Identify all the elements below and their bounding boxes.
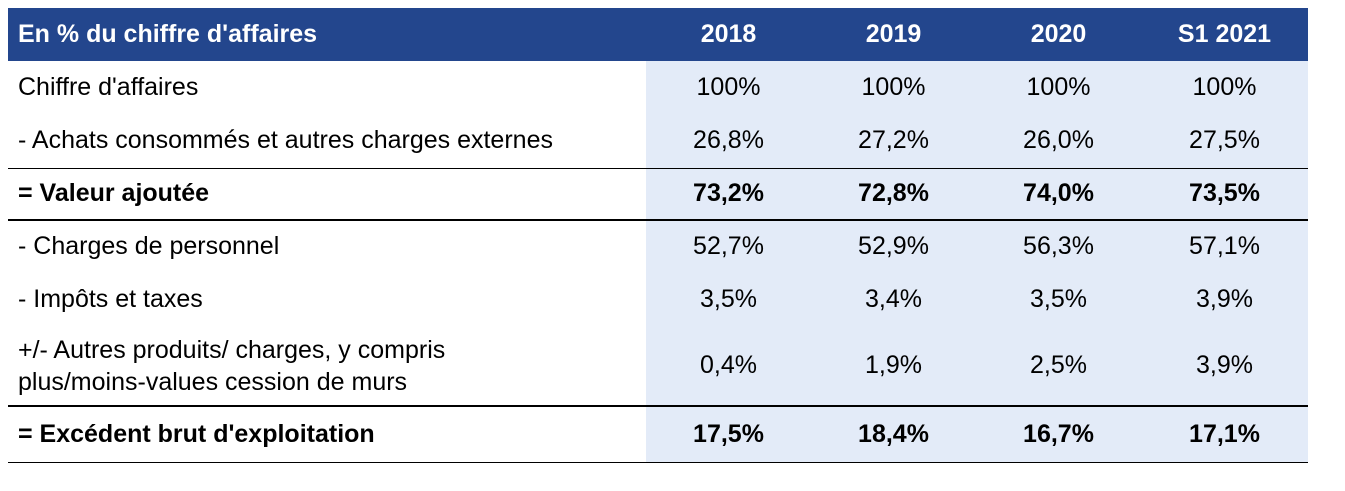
table-header-row: En % du chiffre d'affaires 2018 2019 202… bbox=[8, 8, 1308, 61]
row-value: 100% bbox=[1141, 61, 1308, 114]
table-row-total: = Excédent brut d'exploitation 17,5% 18,… bbox=[8, 405, 1308, 463]
row-value: 56,3% bbox=[976, 220, 1141, 272]
row-value: 27,2% bbox=[811, 114, 976, 169]
row-value: 74,0% bbox=[976, 168, 1141, 221]
row-label: - Achats consommés et autres charges ext… bbox=[8, 114, 646, 169]
row-value: 73,2% bbox=[646, 168, 811, 221]
row-value: 100% bbox=[646, 61, 811, 114]
row-label-line-1: +/- Autres produits/ charges, y compris bbox=[18, 335, 446, 364]
row-label: = Valeur ajoutée bbox=[8, 168, 646, 221]
row-value: 17,5% bbox=[646, 405, 811, 463]
table-row: Chiffre d'affaires 100% 100% 100% 100% bbox=[8, 61, 1308, 114]
row-value: 100% bbox=[811, 61, 976, 114]
row-value: 3,9% bbox=[1141, 272, 1308, 326]
header-year-2019: 2019 bbox=[865, 20, 922, 48]
row-value: 3,9% bbox=[1141, 326, 1308, 406]
table-row: - Achats consommés et autres charges ext… bbox=[8, 114, 1308, 169]
table-row: +/- Autres produits/ charges, y compris p… bbox=[8, 326, 1308, 406]
row-value: 3,5% bbox=[976, 272, 1141, 326]
row-value: 26,8% bbox=[646, 114, 811, 169]
row-value: 72,8% bbox=[811, 168, 976, 221]
row-value: 16,7% bbox=[976, 405, 1141, 463]
row-value: 57,1% bbox=[1141, 220, 1308, 272]
row-value: 2,5% bbox=[976, 326, 1141, 406]
header-year-2020: 2020 bbox=[1030, 20, 1087, 48]
row-value: 73,5% bbox=[1141, 168, 1308, 221]
row-value: 3,5% bbox=[646, 272, 811, 326]
row-value: 17,1% bbox=[1141, 405, 1308, 463]
row-label: +/- Autres produits/ charges, y compris p… bbox=[8, 326, 646, 406]
row-value: 52,7% bbox=[646, 220, 811, 272]
row-label: Chiffre d'affaires bbox=[18, 73, 199, 101]
row-value: 3,4% bbox=[811, 272, 976, 326]
row-value: 18,4% bbox=[811, 405, 976, 463]
row-value: 26,0% bbox=[976, 114, 1141, 169]
header-label: En % du chiffre d'affaires bbox=[18, 20, 318, 48]
table-row: - Impôts et taxes 3,5% 3,4% 3,5% 3,9% bbox=[8, 272, 1308, 326]
row-label: - Charges de personnel bbox=[18, 232, 280, 260]
header-year-2018: 2018 bbox=[700, 20, 757, 48]
row-label: - Impôts et taxes bbox=[18, 284, 203, 313]
financial-ratios-table: En % du chiffre d'affaires 2018 2019 202… bbox=[8, 8, 1308, 463]
row-label-line-2: plus/moins-values cession de murs bbox=[18, 367, 408, 396]
row-value: 52,9% bbox=[811, 220, 976, 272]
header-year-s1-2021: S1 2021 bbox=[1177, 20, 1272, 48]
row-value: 0,4% bbox=[646, 326, 811, 406]
table-row-subtotal: = Valeur ajoutée 73,2% 72,8% 74,0% 73,5% bbox=[8, 168, 1308, 221]
row-value: 1,9% bbox=[811, 326, 976, 406]
row-value: 100% bbox=[976, 61, 1141, 114]
row-value: 27,5% bbox=[1141, 114, 1308, 169]
table-row: - Charges de personnel 52,7% 52,9% 56,3%… bbox=[8, 220, 1308, 272]
row-label: = Excédent brut d'exploitation bbox=[8, 405, 646, 463]
